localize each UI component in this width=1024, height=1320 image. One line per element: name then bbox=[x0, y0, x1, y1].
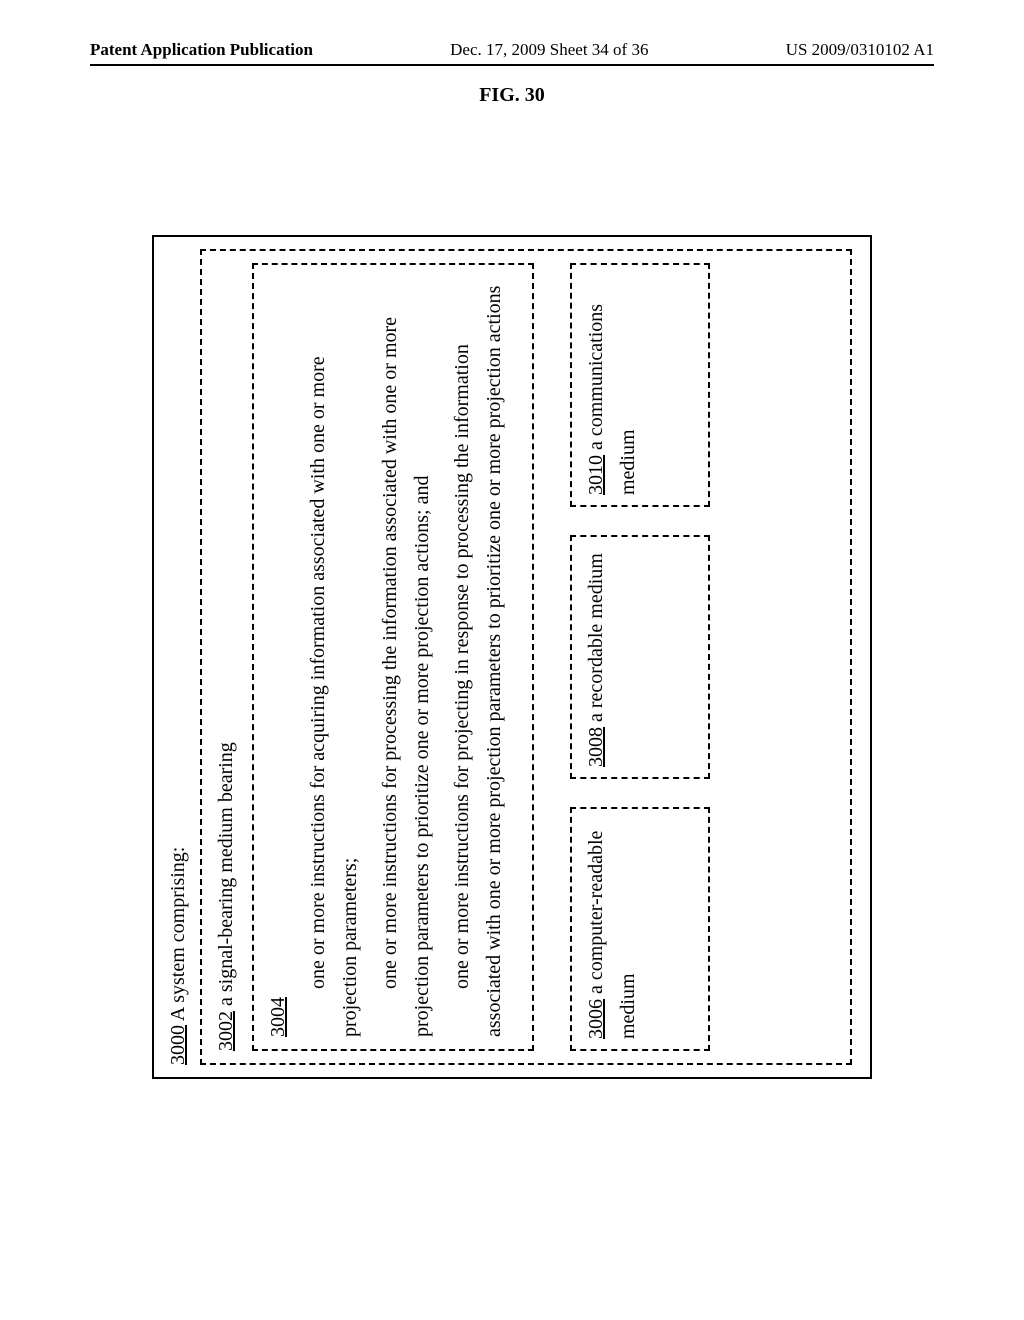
ref-3010: 3010 bbox=[585, 455, 607, 495]
box-3004-instructions: 3004 one or more instructions for acquir… bbox=[252, 263, 534, 1051]
page-header: Patent Application Publication Dec. 17, … bbox=[90, 40, 934, 66]
figure-label: FIG. 30 bbox=[90, 84, 934, 107]
label-3000: 3000 A system comprising: bbox=[162, 249, 194, 1065]
instruction-p2: one or more instructions for processing … bbox=[374, 277, 438, 1037]
diagram-rotated: 3000 A system comprising: 3002 a signal-… bbox=[152, 235, 872, 1079]
ref-3006: 3006 bbox=[585, 999, 607, 1039]
text-3000: A system comprising: bbox=[167, 847, 189, 1025]
box-3002-signal-bearing-medium: 3002 a signal-bearing medium bearing 300… bbox=[200, 249, 852, 1065]
ref-3002: 3002 bbox=[215, 1011, 237, 1051]
header-left: Patent Application Publication bbox=[90, 40, 313, 60]
header-right: US 2009/0310102 A1 bbox=[786, 40, 934, 60]
box-3010-communications-medium: 3010 a communications medium bbox=[570, 263, 710, 507]
instruction-p3: one or more instructions for projecting … bbox=[446, 277, 510, 1037]
label-3004: 3004 bbox=[262, 277, 294, 1037]
instruction-p1: one or more instructions for acquiring i… bbox=[302, 277, 366, 1037]
header-center: Dec. 17, 2009 Sheet 34 of 36 bbox=[450, 40, 648, 60]
page-container: Patent Application Publication Dec. 17, … bbox=[0, 0, 1024, 1320]
ref-3000: 3000 bbox=[167, 1025, 189, 1065]
box-3008-recordable-medium: 3008 a recordable medium bbox=[570, 535, 710, 779]
media-row: 3006 a computer-readable medium 3008 a r… bbox=[570, 263, 710, 1051]
box-3006-computer-readable-medium: 3006 a computer-readable medium bbox=[570, 807, 710, 1051]
box-3000-system: 3000 A system comprising: 3002 a signal-… bbox=[152, 235, 872, 1079]
ref-3008: 3008 bbox=[585, 727, 607, 767]
ref-3004: 3004 bbox=[267, 997, 289, 1037]
diagram-wrapper: 3000 A system comprising: 3002 a signal-… bbox=[90, 117, 934, 1197]
text-3008: a recordable medium bbox=[585, 553, 607, 727]
label-3002: 3002 a signal-bearing medium bearing bbox=[210, 263, 242, 1051]
text-3002: a signal-bearing medium bearing bbox=[215, 742, 237, 1011]
